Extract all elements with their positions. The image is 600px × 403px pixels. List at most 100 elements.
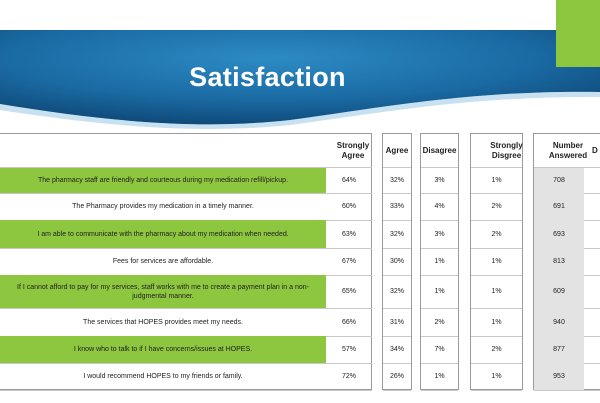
table-cell-disagree: 3% (434, 230, 445, 238)
table-cell-agree: 32% (389, 230, 404, 238)
table-cell-strongly-disagree: 1% (491, 176, 502, 184)
row-divider (471, 308, 522, 309)
row-divider (471, 275, 522, 276)
row-divider (383, 308, 411, 309)
table-cell-strongly-agree: 60% (341, 203, 356, 210)
table-row-question: I am able to communicate with the pharma… (37, 230, 289, 238)
accent-bar (556, 0, 600, 67)
row-divider (471, 193, 522, 194)
table-cell-answered: 609 (534, 275, 584, 308)
table-strongly-disagree-column (470, 133, 523, 390)
table-agree-column (382, 133, 412, 390)
table-cell-strongly-disagree: 1% (491, 318, 502, 326)
header-divider (0, 167, 372, 168)
table-cell-answered: 708 (534, 167, 584, 193)
table-cell-agree: 30% (389, 258, 404, 265)
table-cell-answered: 953 (534, 363, 584, 390)
row-divider (421, 275, 458, 276)
table-cell-agree: 32% (389, 288, 404, 295)
table-row-question: The Pharmacy provides my medication in a… (72, 203, 254, 210)
table-cell-agree: 26% (389, 373, 404, 380)
row-divider (421, 220, 458, 221)
table-row-highlight (0, 336, 326, 363)
header-disagree: Disagree (422, 145, 457, 155)
table-row-highlight (0, 167, 326, 193)
header-number-answered: Number Answered (548, 140, 588, 160)
table-cell-strongly-disagree: 1% (491, 373, 502, 380)
table-cell-disagree: 2% (434, 318, 445, 326)
row-divider (383, 248, 411, 249)
table-cell-disagree: 1% (434, 288, 445, 295)
table-cell-answered: 693 (534, 220, 584, 248)
header-divider (471, 167, 522, 168)
header-strongly-agree: Strongly Agree (336, 140, 370, 160)
row-divider (0, 390, 372, 391)
table-row-highlight (0, 220, 326, 248)
row-divider (421, 390, 458, 391)
table-cell-answered: 877 (534, 336, 584, 363)
header-divider (383, 167, 411, 168)
row-divider (383, 336, 411, 337)
row-divider (534, 390, 600, 391)
row-divider (471, 390, 522, 391)
table-cell-strongly-agree: 57% (341, 346, 356, 353)
banner-wave (0, 30, 600, 129)
table-row-question: Fees for services are affordable. (112, 258, 214, 265)
table-cell-strongly-agree: 66% (341, 318, 356, 326)
table-row-question: The services that HOPES provides meet my… (83, 318, 243, 326)
row-divider (471, 336, 522, 337)
table-cell-strongly-disagree: 2% (491, 203, 502, 210)
title-banner: Satisfaction (0, 0, 600, 130)
row-divider (421, 336, 458, 337)
table-cell-agree: 31% (389, 318, 404, 326)
table-cell-answered: 940 (534, 308, 584, 336)
table-row-question: If I cannot afford to pay for my service… (17, 283, 309, 300)
table-row-question: I would recommend HOPES to my friends or… (83, 373, 243, 380)
row-divider (0, 248, 372, 249)
table-cell-strongly-agree: 63% (341, 230, 356, 238)
table-cell-strongly-disagree: 1% (491, 258, 502, 265)
table-cell-agree: 33% (389, 203, 404, 210)
header-truncated: D (592, 145, 598, 155)
table-cell-strongly-disagree: 2% (491, 346, 502, 353)
row-divider (0, 308, 372, 309)
table-cell-strongly-disagree: 1% (491, 288, 502, 295)
table-cell-disagree: 1% (434, 258, 445, 265)
row-divider (383, 193, 411, 194)
table-cell-agree: 32% (389, 176, 404, 184)
table-cell-disagree: 4% (434, 203, 445, 210)
header-agree: Agree (385, 145, 409, 155)
row-divider (471, 248, 522, 249)
table-row-question: I know who to talk to if I have concerns… (73, 346, 253, 353)
table-row-question: The pharmacy staff are friendly and cour… (37, 176, 289, 184)
row-divider (471, 220, 522, 221)
table-cell-strongly-agree: 67% (341, 258, 356, 265)
row-divider (421, 363, 458, 364)
table-cell-answered: 691 (534, 193, 584, 220)
row-divider (0, 363, 372, 364)
header-divider (534, 167, 600, 168)
table-cell-strongly-disagree: 2% (491, 230, 502, 238)
table-cell-strongly-agree: 64% (341, 176, 356, 184)
row-divider (421, 248, 458, 249)
table-cell-agree: 34% (389, 346, 404, 353)
table-cell-disagree: 3% (434, 176, 445, 184)
slide-title: Satisfaction (189, 62, 346, 92)
header-divider (421, 167, 458, 168)
row-divider (0, 193, 372, 194)
table-cell-strongly-agree: 65% (341, 288, 356, 295)
row-divider (383, 220, 411, 221)
table-cell-strongly-agree: 72% (341, 373, 356, 380)
table-disagree-column (420, 133, 459, 390)
table-row-highlight (0, 275, 326, 308)
row-divider (383, 390, 411, 391)
table-cell-answered: 813 (534, 248, 584, 275)
table-cell-disagree: 7% (434, 346, 445, 353)
row-divider (421, 308, 458, 309)
row-divider (383, 363, 411, 364)
header-strongly-disagree: Strongly Disgree (490, 140, 523, 160)
table-cell-disagree: 1% (434, 373, 445, 380)
row-divider (383, 275, 411, 276)
row-divider (471, 363, 522, 364)
row-divider (421, 193, 458, 194)
